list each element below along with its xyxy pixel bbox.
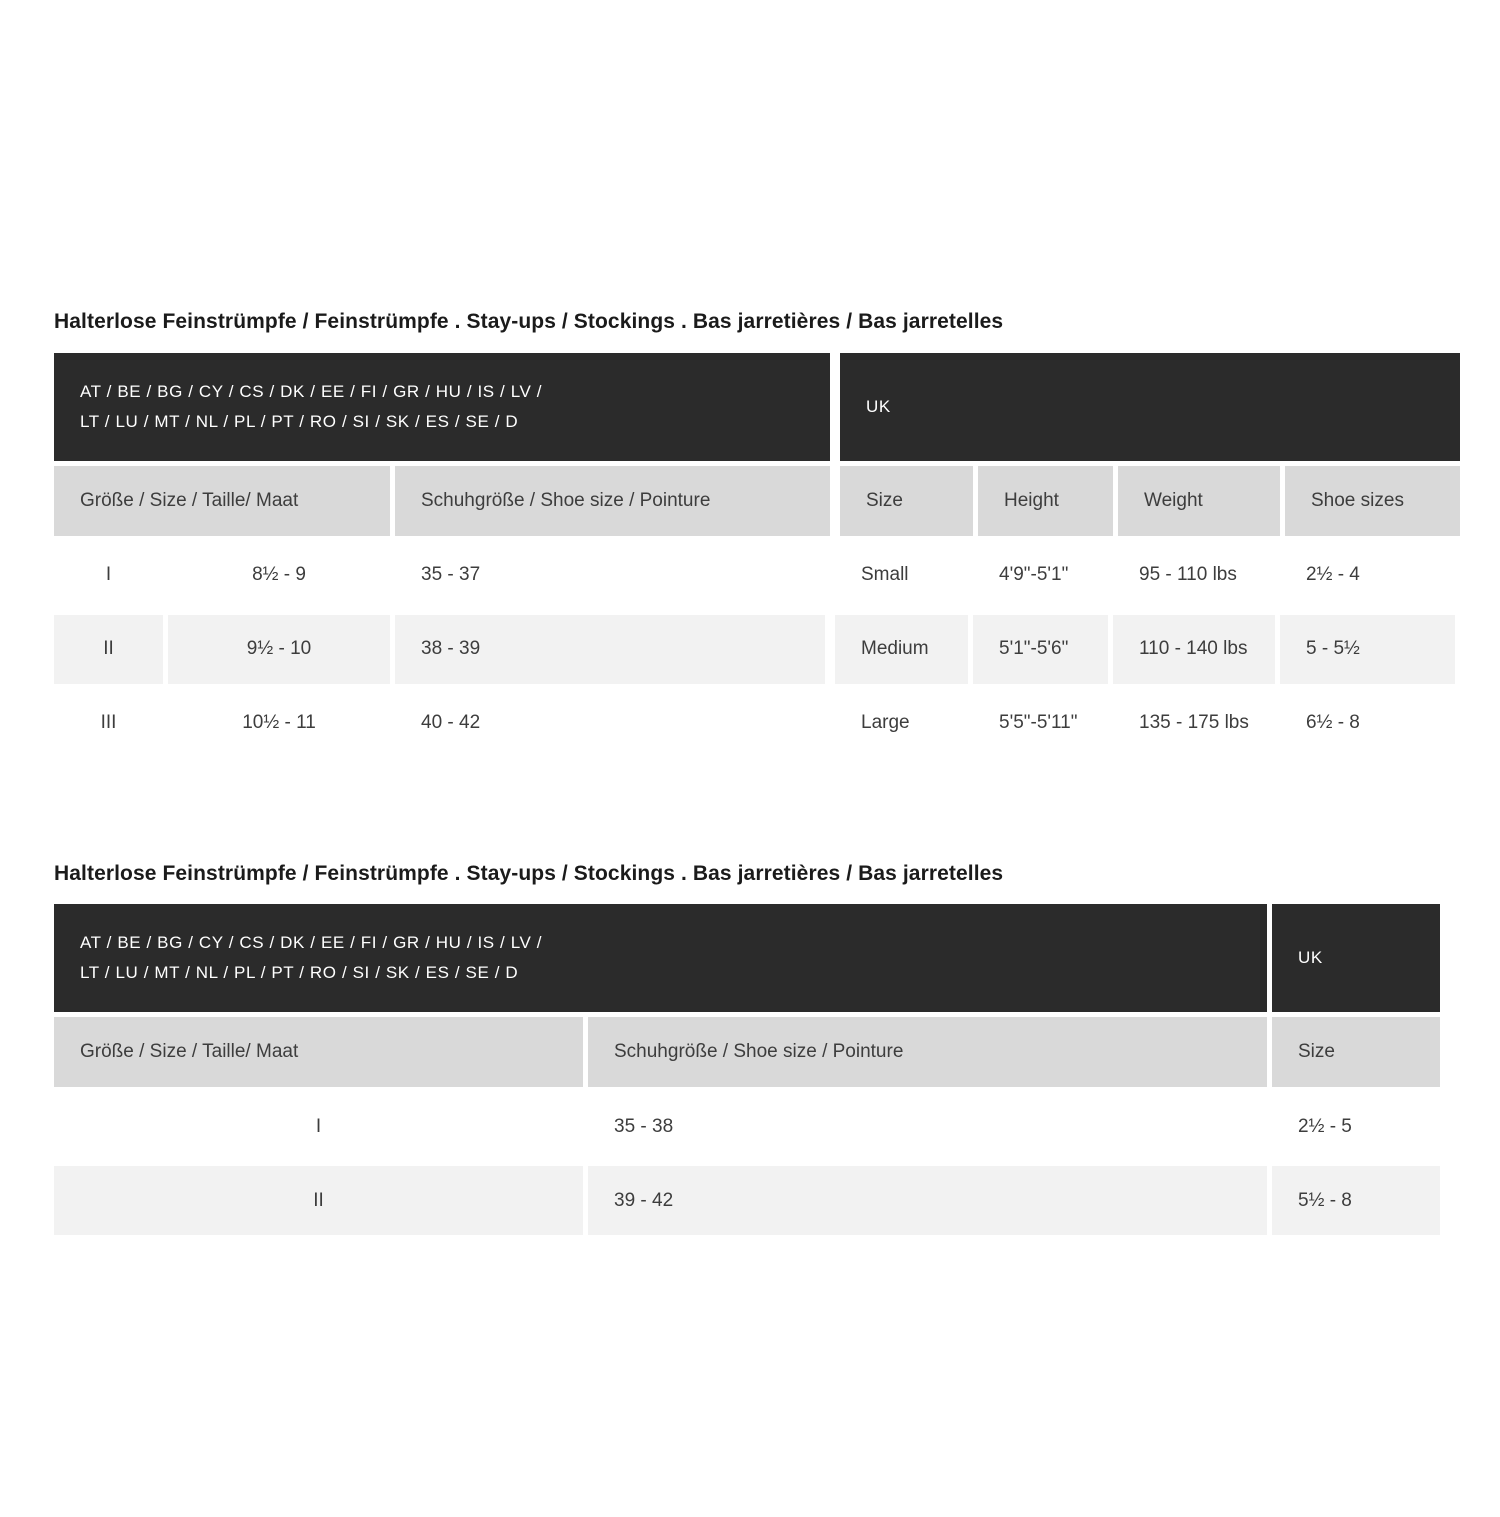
size-chart-page: Halterlose Feinstrümpfe / Feinstrümpfe .… [0,17,1500,1517]
table-row: III 10½ - 11 40 - 42 Large 5'5"-5'11" 13… [54,688,1455,758]
table-1-row-2-right: Large 5'5"-5'11" 135 - 175 lbs 6½ - 8 [835,688,1455,758]
table-1-right-group: UK [840,352,1460,461]
cell-size-roman: I [54,540,163,610]
table-1-row-0-right: Small 4'9"-5'1" 95 - 110 lbs 2½ - 4 [835,540,1455,610]
column-header-shoe-size: Schuhgröße / Shoe size / Pointure [395,465,830,536]
cell-height: 5'5"-5'11" [973,688,1108,758]
size-table-2: AT / BE / BG / CY / CS / DK / EE / FI / … [54,904,1446,1236]
cell-weight: 135 - 175 lbs [1113,688,1275,758]
cell-uk-size: Small [835,540,968,610]
column-header-weight: Weight [1118,465,1280,536]
country-codes-line-2: LT / LU / MT / NL / PL / PT / RO / SI / … [80,411,519,431]
column-header-uk-shoe-sizes: Shoe sizes [1285,465,1460,536]
cell-weight: 110 - 140 lbs [1113,614,1275,684]
column-header-uk-size: Size [1272,1017,1440,1088]
table-row: II 9½ - 10 38 - 39 Medium 5'1"-5'6" 110 … [54,614,1455,684]
cell-shoe-size: 35 - 38 [588,1092,1267,1162]
table-2-dark-header-row: AT / BE / BG / CY / CS / DK / EE / FI / … [54,904,1446,1013]
cell-uk-size: Medium [835,614,968,684]
table-row: I 8½ - 9 35 - 37 Small 4'9"-5'1" 95 - 11… [54,540,1455,610]
table-row: I 35 - 38 2½ - 5 [54,1092,1446,1162]
column-header-size: Größe / Size / Taille/ Maat [54,465,390,536]
cell-size-roman: II [54,1166,583,1236]
page-title-2: Halterlose Feinstrümpfe / Feinstrümpfe .… [54,862,1004,886]
column-header-uk-size: Size [840,465,973,536]
table-1-row-2-left: III 10½ - 11 40 - 42 [54,688,825,758]
page-title: Halterlose Feinstrümpfe / Feinstrümpfe .… [54,310,1004,334]
table-1-uk-header: UK [840,352,1460,461]
cell-size-range: 10½ - 11 [168,688,390,758]
column-header-size: Größe / Size / Taille/ Maat [54,1017,583,1088]
cell-height: 4'9"-5'1" [973,540,1108,610]
cell-weight: 95 - 110 lbs [1113,540,1275,610]
country-codes-line-1: AT / BE / BG / CY / CS / DK / EE / FI / … [80,381,543,401]
table-1-eu-country-codes-header: AT / BE / BG / CY / CS / DK / EE / FI / … [54,352,830,461]
size-table-section-2: Halterlose Feinstrümpfe / Feinstrümpfe .… [54,775,1446,1236]
size-table-section-1: Halterlose Feinstrümpfe / Feinstrümpfe .… [54,17,1460,758]
table-1-left-group: AT / BE / BG / CY / CS / DK / EE / FI / … [54,352,830,461]
cell-uk-size: 2½ - 5 [1272,1092,1440,1162]
table-1-dark-header-row: AT / BE / BG / CY / CS / DK / EE / FI / … [54,352,1460,461]
cell-size-roman: III [54,688,163,758]
cell-uk-size: Large [835,688,968,758]
cell-size-roman: I [54,1092,583,1162]
country-codes-line-2: LT / LU / MT / NL / PL / PT / RO / SI / … [80,963,519,983]
table-2-column-header-row: Größe / Size / Taille/ Maat Schuhgröße /… [54,1017,1446,1088]
cell-uk-shoe-size: 5 - 5½ [1280,614,1455,684]
cell-size-range: 8½ - 9 [168,540,390,610]
cell-size-roman: II [54,614,163,684]
cell-size-range: 9½ - 10 [168,614,390,684]
cell-height: 5'1"-5'6" [973,614,1108,684]
cell-shoe-size: 40 - 42 [395,688,825,758]
column-header-height: Height [978,465,1113,536]
cell-shoe-size: 35 - 37 [395,540,825,610]
table-1-left-column-headers: Größe / Size / Taille/ Maat Schuhgröße /… [54,465,830,536]
cell-uk-shoe-size: 6½ - 8 [1280,688,1455,758]
cell-shoe-size: 38 - 39 [395,614,825,684]
country-codes-line-1: AT / BE / BG / CY / CS / DK / EE / FI / … [80,933,543,953]
table-2-uk-header: UK [1272,904,1440,1013]
table-1-column-header-row: Größe / Size / Taille/ Maat Schuhgröße /… [54,465,1460,536]
column-header-shoe-size: Schuhgröße / Shoe size / Pointure [588,1017,1267,1088]
table-2-eu-country-codes-header: AT / BE / BG / CY / CS / DK / EE / FI / … [54,904,1267,1013]
table-1-row-1-right: Medium 5'1"-5'6" 110 - 140 lbs 5 - 5½ [835,614,1455,684]
table-row: II 39 - 42 5½ - 8 [54,1166,1446,1236]
table-1-row-1-left: II 9½ - 10 38 - 39 [54,614,825,684]
cell-uk-size: 5½ - 8 [1272,1166,1440,1236]
table-1-right-column-headers: Size Height Weight Shoe sizes [840,465,1460,536]
cell-shoe-size: 39 - 42 [588,1166,1267,1236]
table-1-row-0-left: I 8½ - 9 35 - 37 [54,540,825,610]
size-table-1: AT / BE / BG / CY / CS / DK / EE / FI / … [54,352,1460,758]
cell-uk-shoe-size: 2½ - 4 [1280,540,1455,610]
